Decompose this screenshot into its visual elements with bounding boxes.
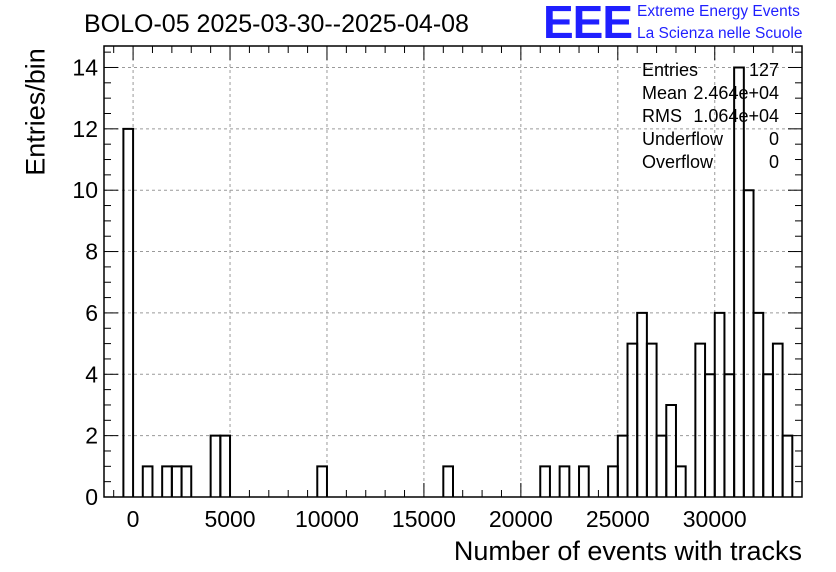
stats-mean-value: 2.464e+04 <box>693 83 779 103</box>
histogram-bin <box>645 342 658 497</box>
x-tick-label: 30000 <box>683 506 747 532</box>
histogram-bin <box>626 342 639 497</box>
histogram-bin <box>607 465 619 497</box>
histogram-bin <box>733 66 745 497</box>
y-axis-label: Entries/bin <box>20 48 51 176</box>
x-tick-label: 15000 <box>392 506 456 532</box>
histogram-bin <box>170 465 183 497</box>
y-tick-label: 12 <box>72 116 98 142</box>
histogram-bin <box>558 465 571 497</box>
y-tick-label: 0 <box>85 484 98 510</box>
y-tick-label: 10 <box>72 177 98 203</box>
stats-mean-label: Mean <box>642 83 688 103</box>
stats-rms-value: 1.064e+04 <box>693 106 779 126</box>
histogram-bin <box>442 465 454 497</box>
logo-subtitle-2: La Scienza nelle Scuole <box>637 25 803 42</box>
x-tick-label: 20000 <box>489 506 553 532</box>
stats-rms-label: RMS <box>642 106 682 126</box>
stats-underflow-value: 0 <box>768 129 779 149</box>
histogram-bin <box>655 434 668 497</box>
histogram-bin <box>752 311 765 497</box>
histogram-bin <box>742 189 755 497</box>
y-tick-label: 4 <box>85 361 98 387</box>
logo-subtitle-1: Extreme Energy Events <box>637 3 800 20</box>
stats-overflow-value: 0 <box>768 152 779 172</box>
histogram-bin <box>713 311 726 497</box>
y-tick-label: 8 <box>85 239 98 265</box>
chart-title: BOLO-05 2025-03-30--2025-04-08 <box>84 10 469 38</box>
eee-logo: EEE <box>543 0 633 48</box>
plot-frame <box>103 45 803 498</box>
histogram-bin <box>316 465 328 497</box>
stats-overflow-label: Overflow <box>642 152 714 172</box>
histogram-bin <box>771 342 784 497</box>
histogram-bin <box>674 465 687 497</box>
histogram-bin <box>694 342 707 497</box>
histogram-bin <box>539 465 551 497</box>
x-tick-label: 0 <box>127 506 140 532</box>
y-tick-label: 14 <box>72 54 98 80</box>
y-tick-label: 6 <box>85 300 98 326</box>
histogram-bin <box>141 465 154 497</box>
histogram-bin <box>616 434 629 497</box>
histogram-bin <box>161 465 173 497</box>
stats-entries-label: Entries <box>642 60 699 80</box>
stats-entries-value: 127 <box>748 60 779 80</box>
histogram-bin <box>209 434 222 497</box>
histogram-bin <box>665 403 677 497</box>
histogram-bin <box>122 127 135 497</box>
histogram-bin <box>180 465 193 497</box>
histogram-bin <box>636 311 648 497</box>
x-axis-label: Number of events with tracks <box>453 536 802 566</box>
x-tick-label: 25000 <box>586 506 650 532</box>
histogram-bin <box>578 465 590 497</box>
histogram-bin <box>781 434 794 497</box>
axes: 0 5000 10000 15000 20000 25000 30000 0 2 4 6 8 10 12 1… <box>72 45 803 532</box>
y-tick-label: 2 <box>85 423 98 449</box>
x-tick-label: 10000 <box>295 506 359 532</box>
x-tick-label: 5000 <box>204 506 255 532</box>
stats-underflow-label: Underflow <box>642 129 724 149</box>
histogram-bars <box>122 66 794 497</box>
histogram-bin <box>219 434 232 497</box>
